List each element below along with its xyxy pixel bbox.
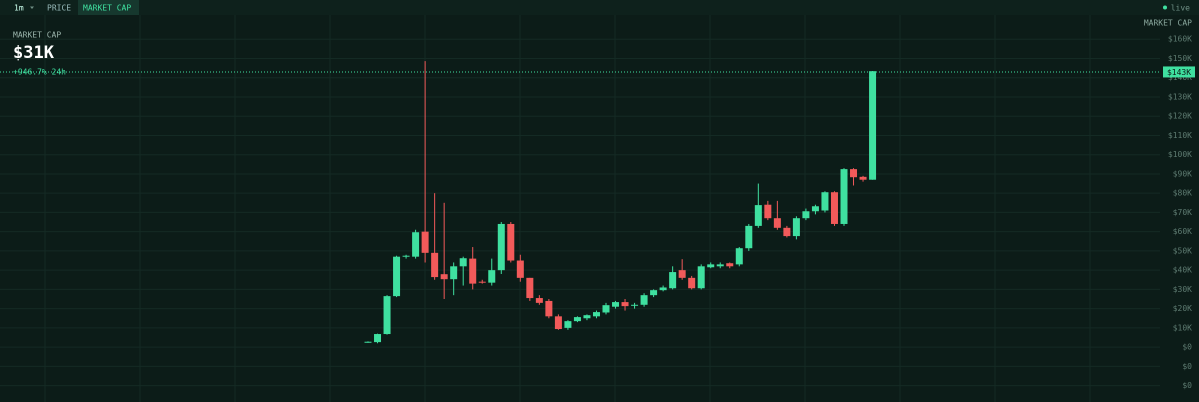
- live-status: live: [1171, 4, 1190, 13]
- live-dot: [1163, 5, 1167, 10]
- candle-body: [773, 218, 781, 228]
- candle-body: [602, 305, 610, 313]
- candle-body: [412, 232, 420, 257]
- candle-body: [526, 277, 534, 299]
- candle-body: [631, 304, 639, 306]
- candle-body: [621, 302, 629, 307]
- info-label: MARKET CAP: [13, 31, 61, 40]
- tab[interactable]: PRICE: [47, 4, 71, 13]
- candle-body: [459, 258, 467, 267]
- candle-body: [850, 169, 858, 178]
- y-tick-label: $120K: [1168, 112, 1192, 121]
- candle-body: [535, 298, 543, 303]
- candle-body: [450, 266, 458, 280]
- y-tick-label: $0: [1182, 381, 1192, 390]
- y-tick-label: $130K: [1168, 92, 1192, 101]
- candle-body: [640, 295, 648, 305]
- candle-body: [735, 248, 743, 265]
- candle-body: [678, 270, 686, 278]
- tab[interactable]: MARKET CAP: [83, 4, 131, 13]
- candle-body: [431, 252, 439, 278]
- candle-body: [716, 264, 724, 267]
- y-tick-label: $100K: [1168, 150, 1192, 159]
- candle-body: [783, 227, 791, 237]
- candle-body: [830, 192, 838, 224]
- candle-body: [507, 223, 515, 261]
- candle-body: [402, 255, 410, 257]
- candle-body: [583, 315, 591, 319]
- candle-body: [869, 71, 877, 180]
- candle-body: [554, 316, 562, 330]
- candle-body: [840, 169, 848, 224]
- candle-body: [697, 266, 705, 289]
- y-tick-label: $0: [1182, 362, 1192, 371]
- candle-body: [612, 302, 620, 307]
- y-tick-label: $20K: [1173, 304, 1192, 313]
- y-tick-label: $110K: [1168, 131, 1192, 140]
- candle-body: [469, 258, 477, 284]
- candle-body: [745, 225, 753, 249]
- y-tick-label: $90K: [1173, 169, 1192, 178]
- axis-title: MARKET CAP: [1144, 19, 1192, 28]
- candle-body: [592, 312, 600, 317]
- info-value: $31K: [13, 43, 55, 63]
- candle-body: [792, 218, 800, 237]
- candle-body: [374, 334, 382, 343]
- candle-body: [421, 231, 429, 253]
- candle-body: [564, 321, 572, 328]
- y-tick-label: $70K: [1173, 208, 1192, 217]
- toolbar: [0, 0, 1199, 15]
- y-tick-label: $30K: [1173, 285, 1192, 294]
- y-tick-label: $0: [1182, 343, 1192, 352]
- candle-body: [497, 223, 505, 271]
- y-tick-label: $50K: [1173, 246, 1192, 255]
- y-tick-label: $60K: [1173, 227, 1192, 236]
- y-tick-label: $150K: [1168, 54, 1192, 63]
- candle-body: [516, 260, 524, 278]
- caret: [30, 6, 34, 9]
- candle-body: [488, 270, 496, 283]
- candle-body: [707, 264, 715, 268]
- candle-body: [545, 300, 553, 317]
- y-tick-label: $40K: [1173, 266, 1192, 275]
- candle-body: [364, 341, 372, 343]
- candle-body: [478, 281, 486, 283]
- candle-body: [688, 277, 696, 289]
- y-tick-label: $160K: [1168, 35, 1192, 44]
- candle-body: [811, 206, 819, 212]
- candle-body: [383, 296, 391, 335]
- candle-body: [821, 192, 829, 211]
- y-tick-label: $10K: [1173, 323, 1192, 332]
- candle-body: [754, 205, 762, 226]
- candle-body: [659, 287, 667, 291]
- candle-body: [726, 263, 734, 267]
- y-tick-label: $80K: [1173, 189, 1192, 198]
- candle-body: [859, 176, 867, 180]
- candle-body: [669, 272, 677, 289]
- candle-body: [650, 290, 658, 296]
- candle-body: [764, 204, 772, 219]
- y-tick-label: $140K: [1168, 73, 1192, 82]
- candle-body: [440, 274, 448, 280]
- current-value-badge: [1163, 66, 1195, 78]
- active-tab-bg: [78, 0, 139, 15]
- interval[interactable]: 1m: [14, 4, 24, 13]
- current-value-label: $143K: [1167, 68, 1191, 77]
- candle-body: [393, 256, 401, 297]
- candle-body: [802, 211, 810, 219]
- candle-body: [573, 317, 581, 322]
